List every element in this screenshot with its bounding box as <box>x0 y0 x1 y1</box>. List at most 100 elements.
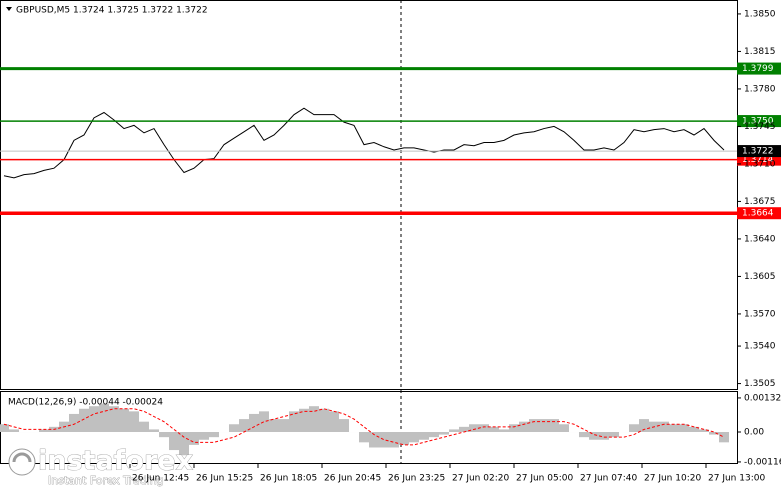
macd-bar <box>629 424 639 432</box>
macd-layer <box>0 403 729 456</box>
macd-bar <box>319 408 329 432</box>
macd-bar <box>389 432 399 448</box>
macd-bar <box>169 432 179 451</box>
macd-bar <box>299 408 309 432</box>
y-tick-label: 1.3640 <box>744 234 776 244</box>
last-price-tag <box>737 145 781 158</box>
macd-bar <box>449 429 459 432</box>
signal-line <box>3 408 725 446</box>
logo-mark <box>12 452 32 463</box>
macd-bar <box>519 421 529 432</box>
macd-bar <box>509 424 519 432</box>
macd-bar <box>599 432 609 440</box>
macd-bar <box>419 432 429 440</box>
y-tick-label: 1.3745 <box>744 122 776 132</box>
x-tick-label: 27 Jun 05:00 <box>516 474 573 484</box>
macd-bar <box>229 424 239 432</box>
macd-bar <box>589 432 599 440</box>
macd-bar <box>339 419 349 432</box>
macd-bar <box>439 432 449 435</box>
macd-bar <box>309 406 319 432</box>
macd-bar <box>9 429 19 432</box>
macd-bar <box>0 424 9 432</box>
macd-bar <box>279 419 289 432</box>
x-tick-label: 26 Jun 20:45 <box>324 474 381 484</box>
watermark-subtitle: Instant Forex Trading <box>48 474 164 487</box>
x-tick-label: 26 Jun 12:45 <box>132 474 189 484</box>
price-layer: 1.3799 1.3750 1.3714 1.3664 1.3722 <box>0 62 781 220</box>
macd-bar <box>179 432 189 456</box>
macd-bar <box>719 432 729 443</box>
macd-bar <box>579 432 589 438</box>
macd-bar <box>659 421 669 432</box>
macd-bar <box>139 421 149 432</box>
macd-bar <box>559 424 569 432</box>
macd-bar <box>79 408 89 432</box>
macd-bar <box>669 424 679 432</box>
level-tag <box>737 62 781 75</box>
price-line <box>3 107 725 179</box>
macd-bar <box>89 406 99 432</box>
y-tick-label: 1.3780 <box>744 84 776 94</box>
x-tick-label: 27 Jun 10:20 <box>644 474 701 484</box>
macd-bar <box>549 419 559 432</box>
macd-bar <box>699 429 709 432</box>
macd-bar <box>159 432 169 438</box>
macd-bar <box>329 411 339 432</box>
last-price-label: 1.3722 <box>742 147 774 157</box>
macd-bar <box>109 406 119 432</box>
y-tick-label: 0.00 <box>744 428 764 438</box>
y-tick-label: 1.3815 <box>744 47 776 57</box>
level-tag <box>737 115 781 128</box>
x-tick-label: 26 Jun 23:25 <box>388 474 445 484</box>
macd-bar <box>429 432 439 438</box>
macd-bar <box>189 432 199 445</box>
y-tick-label: 1.3710 <box>744 159 776 169</box>
x-tick-label: 27 Jun 02:20 <box>452 474 509 484</box>
macd-bar <box>239 419 249 432</box>
macd-bar <box>209 432 219 438</box>
macd-bar <box>489 426 499 432</box>
macd-bar <box>359 432 369 443</box>
macd-bar <box>119 408 129 432</box>
macd-bar <box>539 419 549 432</box>
y-tick-label: -0.00116 <box>744 457 781 467</box>
macd-bar <box>469 424 479 432</box>
y-tick-label: 1.3850 <box>744 9 776 19</box>
price-panel <box>0 0 738 390</box>
chart-title: GBPUSD,M5 1.3724 1.3725 1.3722 1.3722 <box>16 6 208 16</box>
macd-bar <box>479 424 489 432</box>
macd-bar <box>379 432 389 448</box>
y-tick-label: 0.00132 <box>744 393 781 403</box>
macd-bar <box>679 424 689 432</box>
macd-bar <box>269 419 279 432</box>
x-tick-label: 26 Jun 15:25 <box>196 474 253 484</box>
x-tick-label: 26 Jun 18:05 <box>260 474 317 484</box>
x-tick-label: 27 Jun 07:40 <box>580 474 637 484</box>
macd-bar <box>199 432 209 440</box>
watermark: instaforex Instant Forex Trading <box>8 445 193 487</box>
level-label: 1.3750 <box>742 117 774 127</box>
macd-bar <box>609 432 619 438</box>
y-tick-label: 1.3675 <box>744 197 776 207</box>
title-marker <box>6 7 12 11</box>
macd-bar <box>639 419 649 432</box>
macd-bar <box>249 413 259 432</box>
macd-bar <box>39 429 49 432</box>
level-label: 1.3799 <box>742 64 774 74</box>
macd-bar <box>259 411 269 432</box>
macd-bar <box>409 432 419 443</box>
y-tick-label: 1.3605 <box>744 272 776 282</box>
macd-bar <box>99 403 109 432</box>
level-label: 1.3714 <box>742 155 774 165</box>
macd-bar <box>69 413 79 432</box>
macd-bar <box>529 419 539 432</box>
y-tick-label: 1.3570 <box>744 309 776 319</box>
macd-bar <box>289 411 299 432</box>
macd-bar <box>369 432 379 448</box>
macd-bar <box>709 432 719 435</box>
macd-bar <box>689 426 699 432</box>
macd-bar <box>459 426 469 432</box>
